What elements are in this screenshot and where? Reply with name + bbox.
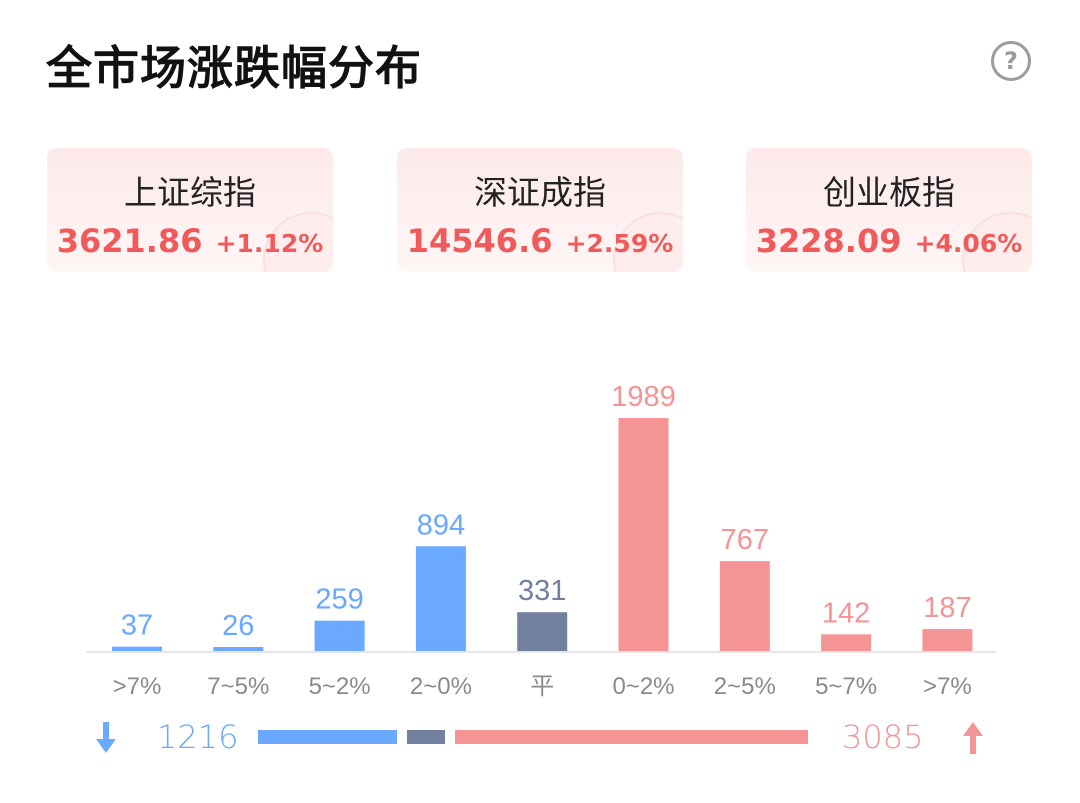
bar-1[interactable] [213, 647, 264, 651]
page-title: 全市场涨跌幅分布 [46, 41, 422, 95]
bar-7[interactable] [821, 634, 872, 651]
x-tick-label: 5~2% [309, 673, 371, 700]
up-count: 3085 [842, 718, 924, 756]
x-tick-label: 7~5% [207, 673, 269, 700]
flat-ratio-bar [407, 730, 446, 744]
index-change: +4.06% [914, 229, 1023, 258]
question-circle-icon[interactable]: ? [991, 41, 1031, 81]
data-label: 37 [121, 610, 153, 642]
down-count: 1216 [157, 718, 239, 756]
bar-2[interactable] [314, 620, 365, 651]
data-label: 767 [721, 524, 769, 556]
data-label: 187 [923, 592, 971, 624]
index-value: 3621.86 [56, 222, 203, 260]
x-tick-label: 5~7% [815, 673, 877, 700]
arrow-up-icon [963, 722, 983, 754]
x-tick-label: 2~5% [714, 673, 776, 700]
down-ratio-bar [258, 730, 398, 744]
data-label: 142 [822, 597, 870, 629]
index-name: 深证成指 [474, 173, 606, 212]
index-name: 上证综指 [124, 173, 256, 212]
bar-4[interactable] [517, 612, 568, 651]
index-value: 3228.09 [755, 222, 902, 260]
data-label: 259 [315, 584, 363, 616]
index-card-chinext[interactable]: 创业板指 3228.09 +4.06% [746, 148, 1032, 272]
bar-3[interactable] [415, 546, 466, 651]
index-name: 创业板指 [823, 173, 955, 212]
bar-8[interactable] [922, 629, 973, 651]
bar-0[interactable] [112, 646, 162, 651]
x-tick-label: >7% [923, 673, 972, 700]
index-change: +2.59% [565, 229, 674, 258]
data-label: 894 [417, 509, 465, 541]
bar-5[interactable] [618, 418, 669, 651]
data-label: 1989 [611, 381, 676, 413]
data-label: 26 [222, 610, 254, 642]
x-tick-label: >7% [113, 673, 162, 700]
index-card-shenzhen[interactable]: 深证成指 14546.6 +2.59% [397, 148, 683, 272]
data-label: 331 [518, 575, 566, 607]
up-ratio-bar [455, 730, 808, 744]
x-tick-label: 0~2% [612, 673, 674, 700]
index-card-shanghai[interactable]: 上证综指 3621.86 +1.12% [47, 148, 333, 272]
arrow-down-icon [96, 722, 116, 753]
x-tick-label: 2~0% [410, 673, 472, 700]
index-value: 14546.6 [406, 222, 553, 260]
bar-6[interactable] [719, 561, 770, 651]
x-tick-label: 平 [530, 673, 554, 700]
index-change: +1.12% [215, 229, 324, 258]
